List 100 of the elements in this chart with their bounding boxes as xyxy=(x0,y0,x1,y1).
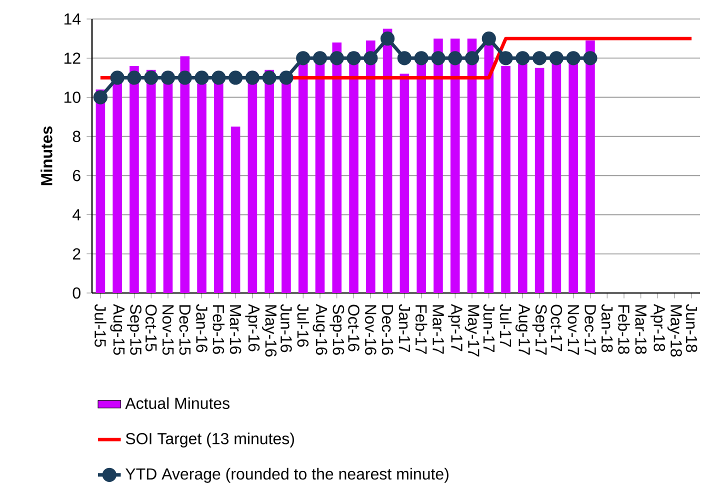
point xyxy=(228,70,243,85)
point xyxy=(245,70,260,85)
bar xyxy=(180,56,190,294)
y-tick-label: 2 xyxy=(72,248,80,260)
bar xyxy=(416,62,426,294)
bar xyxy=(467,38,477,294)
legend-label: YTD Average (rounded to the nearest minute) xyxy=(126,468,448,483)
x-tick-label: Jul-16 xyxy=(297,304,309,347)
point xyxy=(566,51,580,66)
point xyxy=(127,70,142,85)
point xyxy=(279,70,294,85)
bar xyxy=(434,38,443,294)
x-tick-label: Jun-17 xyxy=(483,304,494,352)
x-tick-label: Oct-15 xyxy=(145,304,157,352)
x-tick-label: Sep-16 xyxy=(330,304,344,355)
x-tick-label: Mar-16 xyxy=(230,305,242,354)
bar xyxy=(130,66,139,294)
point xyxy=(212,70,226,85)
bar xyxy=(586,40,595,294)
point xyxy=(144,70,158,85)
x-tick-label: Feb-18 xyxy=(618,305,630,354)
point xyxy=(532,51,547,66)
x-tick-label: Aug-16 xyxy=(312,304,328,355)
point xyxy=(414,51,428,66)
x-tick-label: Feb-16 xyxy=(212,305,225,354)
point xyxy=(498,51,513,66)
x-tick-label: Nov-16 xyxy=(365,305,376,355)
x-tick-label: Dec-17 xyxy=(584,305,596,355)
x-tick-label: Apr-18 xyxy=(650,304,666,352)
x-tick-label: Feb-17 xyxy=(415,305,428,354)
point xyxy=(364,51,378,66)
x-tick-label: Dec-15 xyxy=(179,305,190,355)
point xyxy=(431,51,446,66)
x-tick-label: Sep-15 xyxy=(126,304,142,355)
bar xyxy=(230,126,240,294)
x-tick-label: Aug-17 xyxy=(516,304,530,355)
point xyxy=(464,51,480,66)
y-tick-label: 8 xyxy=(72,130,80,142)
x-tick-label: May-16 xyxy=(262,305,277,357)
bar xyxy=(450,38,460,294)
x-tick-label: May-18 xyxy=(667,305,682,357)
legend-label: Actual Minutes xyxy=(125,397,230,409)
point xyxy=(482,32,496,46)
x-tick-label: Dec-16 xyxy=(382,305,394,355)
point xyxy=(110,70,124,85)
bar xyxy=(332,42,342,294)
point xyxy=(93,90,108,104)
legend-label: SOI Target (13 minutes) xyxy=(126,432,294,448)
x-tick-label: Mar-18 xyxy=(635,305,647,354)
point xyxy=(296,51,310,66)
x-tick-label: Jan-16 xyxy=(196,304,208,352)
x-tick-label: Mar-17 xyxy=(432,305,444,354)
bar xyxy=(264,70,274,294)
x-tick-label: Jan-18 xyxy=(601,304,613,352)
bar xyxy=(146,70,156,294)
bar xyxy=(400,74,410,294)
point xyxy=(194,70,209,85)
x-tick-label: Nov-17 xyxy=(568,305,579,355)
y-tick-label: 6 xyxy=(72,170,80,182)
bar xyxy=(382,28,392,294)
x-tick-label: Aug-15 xyxy=(110,304,124,355)
point xyxy=(262,70,276,85)
y-tick-label: 14 xyxy=(64,14,81,25)
x-tick-label: Nov-15 xyxy=(162,305,174,355)
x-tick-label: Oct-16 xyxy=(348,304,360,352)
bar xyxy=(315,62,325,294)
y-axis-title: Minutes xyxy=(40,126,52,186)
bar xyxy=(197,84,206,294)
bar xyxy=(518,64,528,294)
bar xyxy=(366,40,376,294)
point xyxy=(330,51,344,66)
y-tick-label: 0 xyxy=(72,287,80,299)
point xyxy=(312,51,328,66)
y-tick-label: 4 xyxy=(72,209,81,220)
bar xyxy=(96,89,106,294)
point xyxy=(346,51,361,66)
bar xyxy=(282,72,291,294)
x-tick-label: May-17 xyxy=(464,305,480,356)
bar xyxy=(534,68,544,294)
point xyxy=(549,51,564,66)
point xyxy=(160,70,176,85)
bar xyxy=(298,64,308,294)
point xyxy=(516,51,530,66)
x-tick-label: Jul-15 xyxy=(94,304,106,347)
x-tick-label: Jan-17 xyxy=(398,304,410,352)
x-tick-label: Sep-17 xyxy=(532,304,547,355)
point xyxy=(380,32,395,46)
point xyxy=(448,51,462,66)
x-tick-label: Oct-17 xyxy=(550,304,562,352)
x-tick-label: Jun-18 xyxy=(686,304,698,352)
point xyxy=(397,51,412,66)
y-tick-label: 12 xyxy=(64,52,80,64)
x-tick-label: Apr-17 xyxy=(448,304,462,352)
point xyxy=(178,70,192,85)
bar xyxy=(501,66,510,294)
x-tick-label: Jul-17 xyxy=(500,304,512,347)
point xyxy=(583,51,598,66)
y-tick-label: 10 xyxy=(64,92,80,103)
x-tick-label: Jun-16 xyxy=(280,304,292,352)
x-tick-label: Apr-16 xyxy=(245,304,260,352)
